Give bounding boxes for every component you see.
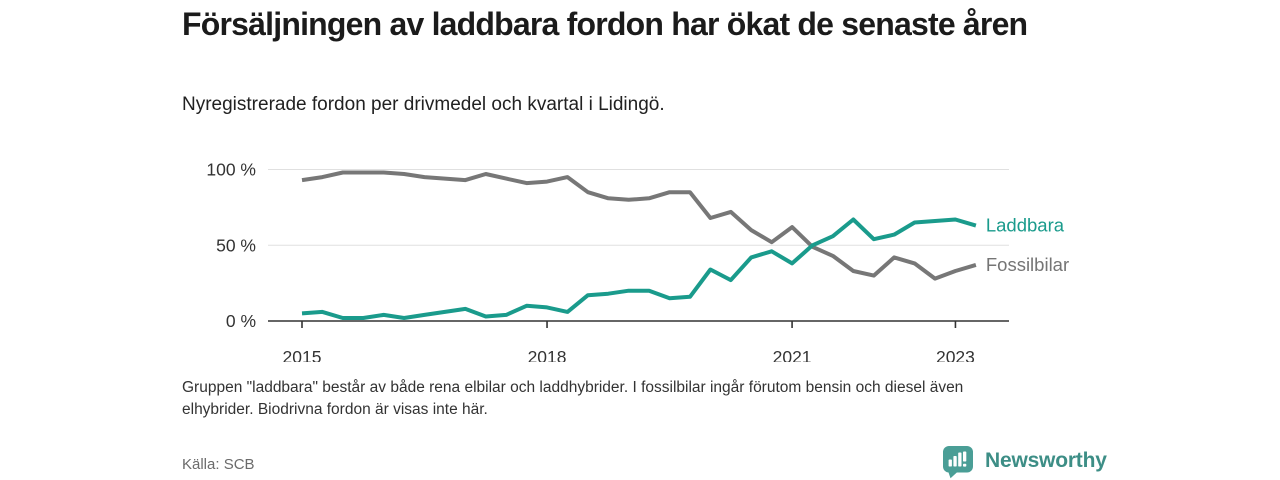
y-axis-tick-label: 50 % bbox=[216, 235, 256, 255]
x-axis-tick-label: 2018 bbox=[528, 347, 567, 362]
series-label-laddbara: Laddbara bbox=[986, 215, 1065, 236]
y-axis-tick-label: 100 % bbox=[206, 160, 256, 180]
chart-subtitle: Nyregistrerade fordon per drivmedel och … bbox=[182, 94, 665, 115]
newsworthy-logo: Newsworthy bbox=[941, 443, 1107, 479]
source-caption: Källa: SCB bbox=[182, 456, 255, 473]
series-line-fossilbilar bbox=[301, 170, 977, 281]
line-chart: 100 % 50 % 0 % 2015 2018 2021 2023 Fossilbilar L… bbox=[0, 150, 1280, 363]
series-line-laddbara bbox=[301, 217, 977, 320]
line-chart-canvas: 100 % 50 % 0 % 2015 2018 2021 2023 Fossilbilar L… bbox=[206, 160, 1069, 363]
series-label-fossilbilar: Fossilbilar bbox=[986, 254, 1069, 275]
x-axis-tick-label: 2015 bbox=[283, 347, 322, 362]
chart-footnote: Gruppen "laddbara" består av både rena e… bbox=[182, 379, 964, 418]
chart-title: Försäljningen av laddbara fordon har öka… bbox=[182, 6, 1028, 42]
newsworthy-logo-icon bbox=[943, 445, 973, 478]
x-axis-tick-label: 2023 bbox=[936, 347, 975, 362]
x-axis-tick-label: 2021 bbox=[773, 347, 812, 362]
newsworthy-logo-text: Newsworthy bbox=[985, 449, 1107, 472]
y-axis-tick-label: 0 % bbox=[226, 311, 256, 331]
